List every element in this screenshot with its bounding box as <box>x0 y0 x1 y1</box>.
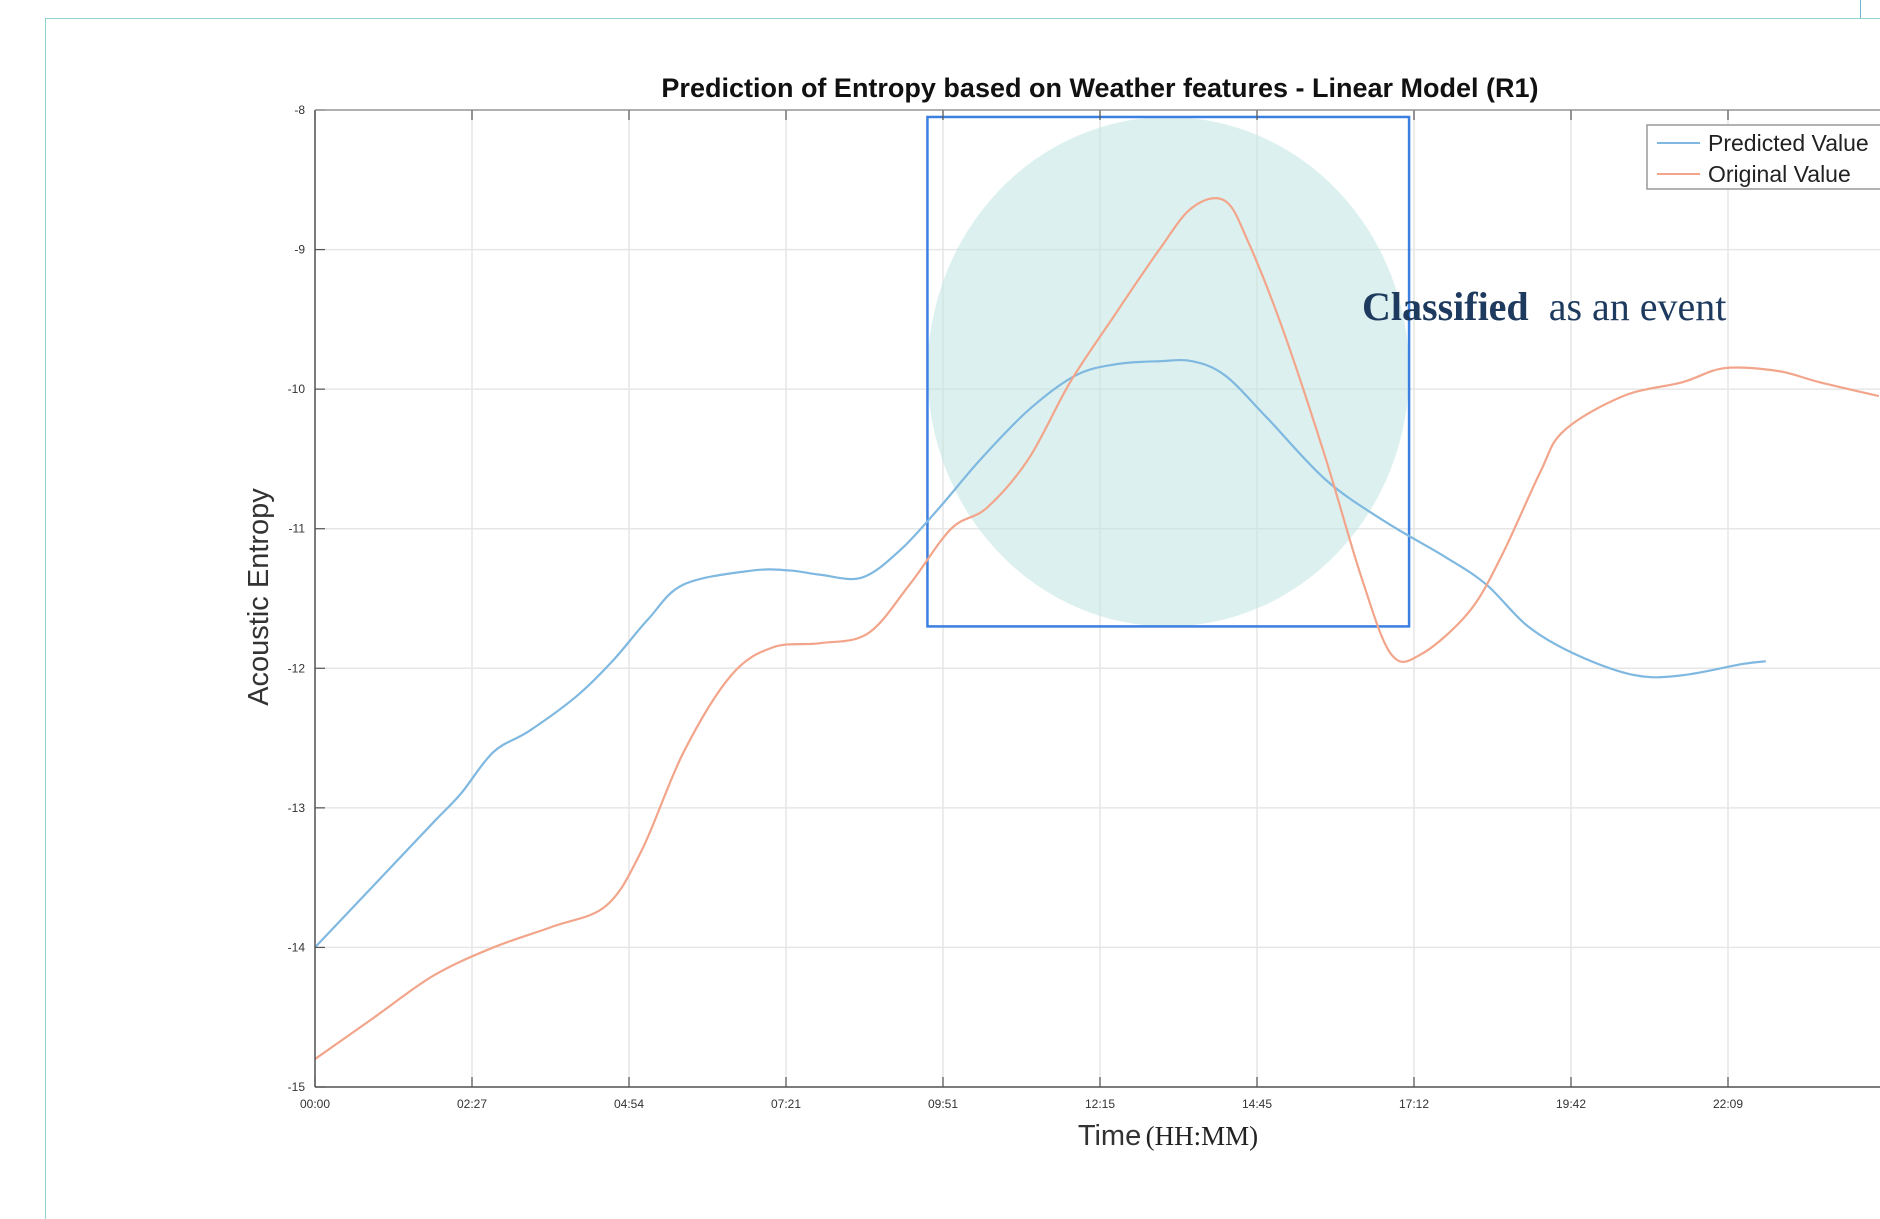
x-axis-label: Time (HH:MM) <box>1078 1120 1258 1152</box>
x-tick-label: 07:21 <box>771 1097 801 1111</box>
frame-corner-line <box>1860 0 1861 18</box>
legend-label-predicted: Predicted Value <box>1708 130 1869 156</box>
series-layer <box>314 197 1880 1060</box>
series-line-original <box>314 197 1880 1060</box>
x-tick-label: 00:00 <box>300 1097 330 1111</box>
y-tick-label: -13 <box>288 801 306 815</box>
axes <box>314 109 1880 1088</box>
event-annotation: Classified as an event <box>1362 284 1726 329</box>
series-line-predicted <box>314 358 1766 949</box>
y-tick-label: -14 <box>288 940 306 954</box>
y-tick-label: -12 <box>288 661 306 675</box>
highlight-circle <box>927 116 1410 627</box>
y-tick-label: -15 <box>288 1080 306 1094</box>
legend: Predicted Value Original Value <box>1646 124 1880 190</box>
line-chart: -8 -9 -10 -11 -12 -13 -14 -15 00:00 02:27 04:54 07… <box>243 73 1880 1152</box>
y-tick-label: -9 <box>294 243 305 257</box>
x-tick-label: 19:42 <box>1556 1097 1586 1111</box>
y-axis-label: Acoustic Entropy <box>243 488 275 706</box>
legend-box <box>1646 124 1880 190</box>
x-tick-label: 17:12 <box>1399 1097 1429 1111</box>
x-axis-label-unit: (HH:MM) <box>1146 1121 1259 1151</box>
x-tick-label: 22:09 <box>1713 1097 1743 1111</box>
legend-label-original: Original Value <box>1708 161 1851 187</box>
x-tick-label: 04:54 <box>614 1097 644 1111</box>
y-tick-label: -8 <box>294 103 305 117</box>
annotation-bold: Classified <box>1362 284 1529 329</box>
y-tick-label: -10 <box>288 382 306 396</box>
annotation-rest: as an event <box>1549 284 1727 329</box>
chart-title: Prediction of Entropy based on Weather f… <box>661 73 1538 103</box>
x-axis-label-main: Time <box>1078 1120 1141 1152</box>
highlight-box <box>926 115 1411 628</box>
y-tick-label: -11 <box>289 522 306 536</box>
x-tick-labels: 00:00 02:27 04:54 07:21 09:51 12:15 14:45 17:12… <box>300 1097 1743 1111</box>
x-tick-label: 02:27 <box>457 1097 487 1111</box>
event-highlight <box>926 115 1411 628</box>
x-tick-label: 14:45 <box>1242 1097 1272 1111</box>
y-tick-labels: -8 -9 -10 -11 -12 -13 -14 -15 <box>288 103 306 1094</box>
slide-frame <box>45 18 1880 1219</box>
x-tick-label: 12:15 <box>1085 1097 1115 1111</box>
x-tick-label: 09:51 <box>928 1097 958 1111</box>
